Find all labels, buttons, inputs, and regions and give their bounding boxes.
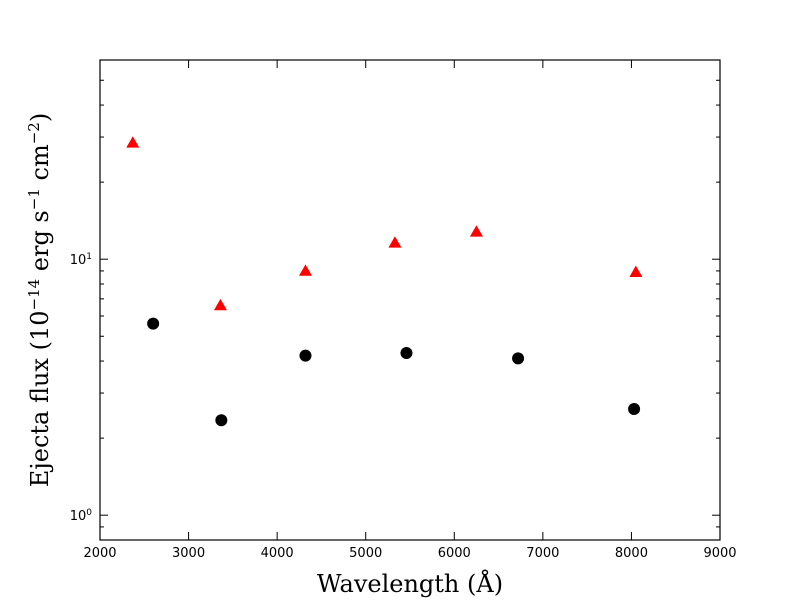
y-tick-label: 101 [70,252,92,268]
axis-ticks [99,59,721,541]
data-points [126,136,643,427]
y-tick-label: 100 [70,508,93,524]
x-tick-label: 5000 [349,546,382,561]
x-axis-label: Wavelength (Å) [317,569,503,598]
triangle-point [213,298,227,311]
triangle-point [629,265,643,278]
circle-point [147,317,160,330]
x-tick-label: 9000 [703,546,736,561]
x-tick-label: 4000 [261,546,294,561]
x-tick-label: 6000 [438,546,471,561]
circle-point [299,349,312,362]
x-tick-label: 8000 [615,546,648,561]
circle-point [512,352,525,365]
triangle-point [388,236,402,248]
triangle-point [469,225,483,237]
x-tick-label: 7000 [526,546,559,561]
circle-point [628,402,641,415]
circle-point [215,414,228,427]
y-axis-label: Ejecta flux (10−14 erg s−1 cm−2) [25,113,54,487]
tick-labels: 2000 3000 4000 5000 6000 7000 8000 9000 100 101 [70,252,737,561]
triangle-point [126,136,140,148]
x-tick-label: 3000 [172,546,205,561]
plot-frame [99,59,721,541]
triangle-point [298,264,312,276]
circle-point [400,347,413,360]
x-tick-label: 2000 [83,546,116,561]
